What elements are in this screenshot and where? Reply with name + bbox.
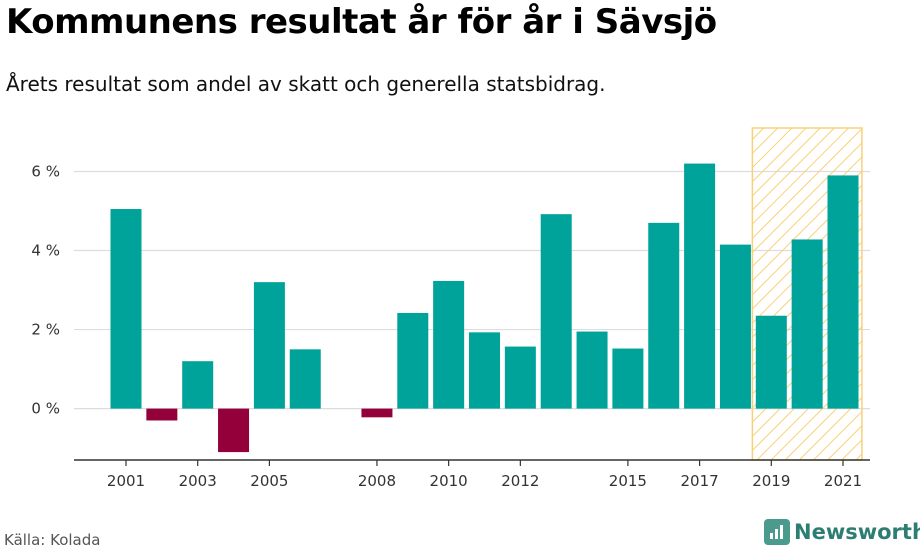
bar-2003 [182, 361, 214, 409]
bar-2017 [684, 163, 716, 409]
x-tick-label: 2012 [501, 472, 539, 490]
y-tick-label: 2 % [31, 321, 60, 339]
x-tick-label: 2005 [250, 472, 288, 490]
x-tick-label: 2021 [824, 472, 862, 490]
bar-2008 [361, 408, 393, 418]
bar-2001 [110, 209, 142, 409]
chart-title: Kommunens resultat år för år i Sävsjö [6, 2, 717, 42]
x-tick-label: 2019 [752, 472, 790, 490]
x-tick-label: 2010 [430, 472, 468, 490]
y-tick-label: 4 % [31, 242, 60, 260]
bar-2020 [791, 239, 823, 409]
x-tick-label: 2001 [107, 472, 145, 490]
y-tick-label: 6 % [31, 162, 60, 180]
chart-subtitle: Årets resultat som andel av skatt och ge… [6, 72, 606, 96]
x-tick-label: 2017 [681, 472, 719, 490]
source-note: Källa: Kolada [4, 531, 101, 549]
x-tick-label: 2003 [179, 472, 217, 490]
logo-icon [764, 519, 790, 545]
bar-2016 [648, 222, 680, 409]
x-tick-label: 2008 [358, 472, 396, 490]
bar-2019 [755, 315, 787, 409]
bar-2018 [719, 244, 751, 409]
bar-2011 [469, 332, 500, 409]
bar-2009 [397, 312, 429, 409]
axes: 2001 2003 2005 2008 2010 2012 2015 2017 2019 2021 [74, 459, 870, 490]
bar-2005 [253, 282, 285, 409]
newsworthy-logo[interactable]: Newsworthy [764, 519, 920, 545]
y-tick-label: 0 % [31, 400, 60, 418]
bar-2002 [146, 408, 178, 421]
logo-text: Newsworthy [794, 520, 920, 544]
bar-2004 [218, 408, 250, 453]
bar-2014 [576, 331, 608, 409]
bar-2015 [612, 348, 644, 409]
bar-2006 [289, 349, 321, 409]
bars [110, 163, 859, 453]
bar-2012 [504, 346, 536, 409]
bar-2021 [827, 175, 859, 409]
x-tick-label: 2015 [609, 472, 647, 490]
bar-2013 [540, 214, 572, 409]
bar-2010 [433, 280, 465, 409]
